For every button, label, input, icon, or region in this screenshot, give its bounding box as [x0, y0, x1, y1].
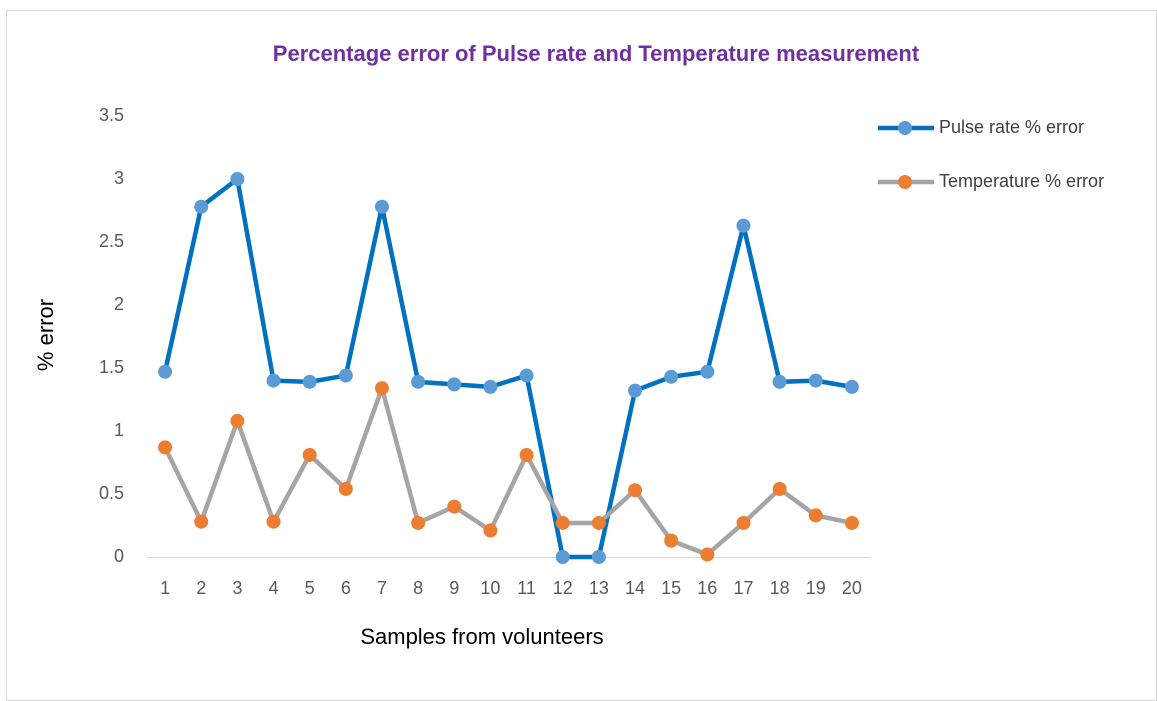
x-tick-label: 10 [480, 578, 500, 598]
legend-label: Temperature % error [939, 171, 1104, 191]
data-point [230, 172, 245, 186]
data-point [374, 381, 389, 396]
x-tick-label: 17 [733, 578, 753, 598]
x-axis-label: Samples from volunteers [360, 624, 603, 649]
data-point [411, 374, 426, 389]
y-tick-label: 2.5 [99, 231, 124, 251]
data-point [808, 373, 823, 388]
data-point [194, 199, 209, 214]
series-line [163, 385, 853, 557]
x-tick-label: 9 [449, 578, 459, 598]
data-point [808, 508, 823, 523]
data-point [519, 447, 534, 462]
data-point [266, 514, 281, 529]
data-point [844, 379, 859, 394]
data-point [158, 440, 173, 455]
data-point [736, 218, 751, 233]
chart-title: Percentage error of Pulse rate and Tempe… [273, 41, 920, 66]
x-tick-label: 4 [269, 578, 279, 598]
data-point [374, 199, 389, 214]
data-point [628, 483, 643, 498]
data-point [338, 481, 353, 496]
data-point [483, 379, 498, 394]
legend-marker [898, 175, 912, 189]
data-point [266, 373, 281, 388]
data-point [664, 369, 679, 384]
x-tick-label: 1 [160, 578, 170, 598]
legend-marker [898, 121, 912, 135]
legend-label: Pulse rate % error [939, 117, 1084, 137]
data-point [628, 383, 643, 398]
x-tick-label: 8 [413, 578, 423, 598]
data-point [555, 550, 570, 564]
y-tick-label: 2 [114, 294, 124, 314]
data-point [447, 377, 462, 392]
data-point [772, 374, 787, 389]
data-point [591, 550, 606, 564]
y-tick-label: 1 [114, 420, 124, 440]
x-tick-label: 16 [697, 578, 717, 598]
x-tick-label: 13 [589, 578, 609, 598]
data-point [519, 368, 534, 383]
y-tick-label: 3 [114, 168, 124, 188]
y-tick-label: 3.5 [99, 105, 124, 125]
data-point [700, 364, 715, 379]
data-point [194, 514, 209, 529]
data-point [772, 481, 787, 496]
data-point [700, 547, 715, 562]
x-tick-label: 12 [553, 578, 573, 598]
x-tick-label: 19 [806, 578, 826, 598]
data-point [555, 515, 570, 530]
data-point [338, 368, 353, 383]
x-tick-label: 11 [517, 578, 536, 598]
data-point [302, 447, 317, 462]
data-point [158, 364, 173, 379]
data-point [302, 374, 317, 389]
x-tick-label: 2 [196, 578, 206, 598]
y-axis-label: % error [33, 299, 58, 371]
x-tick-label: 15 [661, 578, 681, 598]
data-point [736, 515, 751, 530]
x-tick-label: 7 [377, 578, 387, 598]
data-point [411, 515, 426, 530]
x-tick-label: 18 [770, 578, 790, 598]
data-point [844, 515, 859, 530]
data-point [483, 523, 498, 538]
data-point [447, 499, 462, 514]
x-tick-label: 14 [625, 578, 645, 598]
y-tick-label: 0.5 [99, 483, 124, 503]
data-point [591, 515, 606, 530]
chart-border [6, 10, 1157, 701]
x-tick-label: 3 [232, 578, 242, 598]
x-tick-label: 5 [305, 578, 315, 598]
y-tick-label: 0 [114, 546, 124, 566]
x-tick-label: 6 [341, 578, 351, 598]
y-tick-label: 1.5 [99, 357, 124, 377]
x-tick-label: 20 [842, 578, 862, 598]
data-point [230, 413, 245, 428]
data-point [664, 533, 679, 548]
